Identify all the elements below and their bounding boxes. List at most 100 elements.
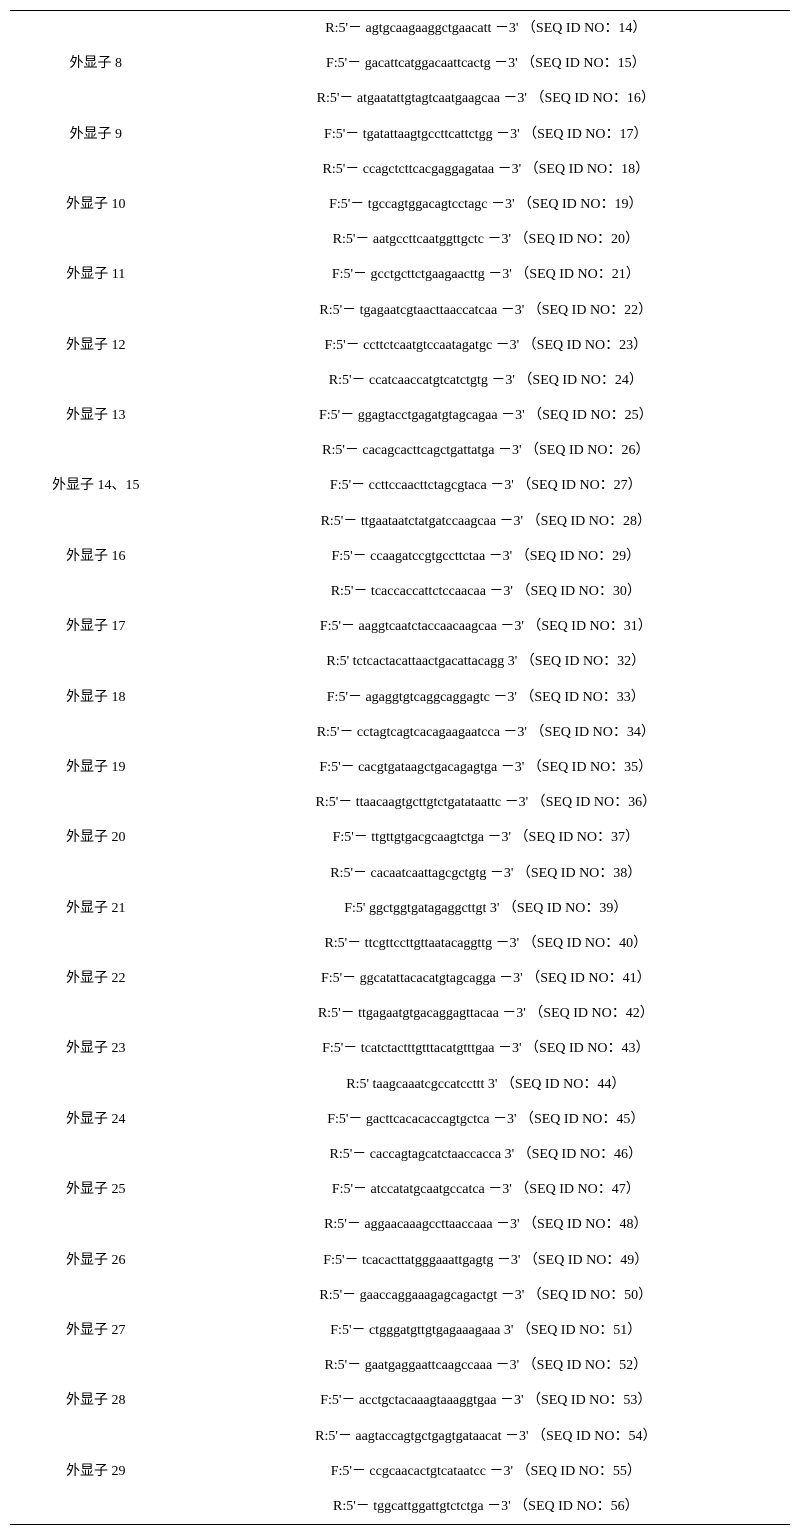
- table-row: 外显子 17F:5'－ aaggtcaatctaccaacaagcaa －3' …: [10, 609, 790, 644]
- exon-label: 外显子 21: [10, 891, 182, 926]
- table-row: R:5'－ ttaacaagtgcttgtctgatataattc －3' （S…: [10, 785, 790, 820]
- exon-label: [10, 856, 182, 891]
- exon-label: [10, 11, 182, 47]
- exon-label: [10, 152, 182, 187]
- sequence-cell: F:5'－ agaggtgtcaggcaggagtc －3' （SEQ ID N…: [182, 680, 790, 715]
- sequence-cell: F:5'－ gcctgcttctgaagaacttg －3' （SEQ ID N…: [182, 257, 790, 292]
- exon-label: [10, 1348, 182, 1383]
- exon-label: [10, 996, 182, 1031]
- exon-label: [10, 504, 182, 539]
- exon-label: [10, 222, 182, 257]
- sequence-cell: R:5'－ cctagtcagtcacagaagaatcca －3' （SEQ …: [182, 715, 790, 750]
- table-row: 外显子 23F:5'－ tcatctactttgtttacatgtttgaa －…: [10, 1031, 790, 1066]
- table-row: R:5' taagcaaatcgccatccttt 3' （SEQ ID NO：…: [10, 1067, 790, 1102]
- sequence-cell: R:5'－ tgagaatcgtaacttaaccatcaa －3' （SEQ …: [182, 293, 790, 328]
- exon-label: [10, 1207, 182, 1242]
- exon-label: 外显子 29: [10, 1454, 182, 1489]
- table-row: 外显子 21F:5' ggctggtgatagaggcttgt 3' （SEQ …: [10, 891, 790, 926]
- table-row: R:5'－ gaaccaggaaagagcagactgt －3' （SEQ ID…: [10, 1278, 790, 1313]
- exon-label: 外显子 11: [10, 257, 182, 292]
- table-row: 外显子 27F:5'－ ctgggatgttgtgagaaagaaa 3' （S…: [10, 1313, 790, 1348]
- exon-label: [10, 926, 182, 961]
- sequence-cell: R:5'－ aagtaccagtgctgagtgataacat －3' （SEQ…: [182, 1419, 790, 1454]
- sequence-cell: R:5'－ ttgagaatgtgacaggagttacaa －3' （SEQ …: [182, 996, 790, 1031]
- sequence-cell: R:5'－ ccagctcttcacgaggagataa －3' （SEQ ID…: [182, 152, 790, 187]
- exon-label: [10, 1067, 182, 1102]
- exon-label: 外显子 19: [10, 750, 182, 785]
- table-row: 外显子 25F:5'－ atccatatgcaatgccatca －3' （SE…: [10, 1172, 790, 1207]
- exon-label: 外显子 22: [10, 961, 182, 996]
- exon-label: [10, 574, 182, 609]
- sequence-cell: R:5'－ ttgaataatctatgatccaagcaa －3' （SEQ …: [182, 504, 790, 539]
- exon-label: 外显子 25: [10, 1172, 182, 1207]
- sequence-cell: F:5'－ ccaagatccgtgccttctaa －3' （SEQ ID N…: [182, 539, 790, 574]
- exon-label: 外显子 10: [10, 187, 182, 222]
- sequence-cell: R:5'－ cacaatcaattagcgctgtg －3' （SEQ ID N…: [182, 856, 790, 891]
- table-row: 外显子 13F:5'－ ggagtacctgagatgtagcagaa －3' …: [10, 398, 790, 433]
- sequence-cell: F:5'－ ttgttgtgacgcaagtctga －3' （SEQ ID N…: [182, 820, 790, 855]
- table-row: 外显子 9F:5'－ tgatattaagtgccttcattctgg －3' …: [10, 117, 790, 152]
- primer-table: R:5'－ agtgcaagaaggctgaacatt －3' （SEQ ID …: [10, 10, 790, 1525]
- table-row: R:5'－ agtgcaagaaggctgaacatt －3' （SEQ ID …: [10, 11, 790, 47]
- table-row: R:5'－ aagtaccagtgctgagtgataacat －3' （SEQ…: [10, 1419, 790, 1454]
- sequence-cell: F:5'－ ggagtacctgagatgtagcagaa －3' （SEQ I…: [182, 398, 790, 433]
- table-row: R:5'－ atgaatattgtagtcaatgaagcaa －3' （SEQ…: [10, 81, 790, 116]
- sequence-cell: F:5'－ tcacacttatgggaaattgagtg －3' （SEQ I…: [182, 1243, 790, 1278]
- table-row: 外显子 8F:5'－ gacattcatggacaattcactg －3' （S…: [10, 46, 790, 81]
- sequence-cell: F:5'－ ccttccaacttctagcgtaca －3' （SEQ ID …: [182, 468, 790, 503]
- table-row: R:5'－ aggaacaaagccttaaccaaa －3' （SEQ ID …: [10, 1207, 790, 1242]
- exon-label: 外显子 27: [10, 1313, 182, 1348]
- sequence-cell: R:5'－ ttaacaagtgcttgtctgatataattc －3' （S…: [182, 785, 790, 820]
- table-row: R:5'－ cctagtcagtcacagaagaatcca －3' （SEQ …: [10, 715, 790, 750]
- exon-label: [10, 644, 182, 679]
- table-row: R:5'－ ccatcaaccatgtcatctgtg －3' （SEQ ID …: [10, 363, 790, 398]
- exon-label: 外显子 14、15: [10, 468, 182, 503]
- exon-label: [10, 81, 182, 116]
- table-row: 外显子 16F:5'－ ccaagatccgtgccttctaa －3' （SE…: [10, 539, 790, 574]
- table-row: R:5'－ gaatgaggaattcaagccaaa －3' （SEQ ID …: [10, 1348, 790, 1383]
- table-row: R:5'－ tgagaatcgtaacttaaccatcaa －3' （SEQ …: [10, 293, 790, 328]
- table-row: 外显子 28F:5'－ acctgctacaaagtaaaggtgaa －3' …: [10, 1383, 790, 1418]
- sequence-cell: R:5'－ gaatgaggaattcaagccaaa －3' （SEQ ID …: [182, 1348, 790, 1383]
- sequence-cell: R:5'－ atgaatattgtagtcaatgaagcaa －3' （SEQ…: [182, 81, 790, 116]
- sequence-cell: F:5'－ ccttctcaatgtccaatagatgc －3' （SEQ I…: [182, 328, 790, 363]
- table-row: 外显子 19F:5'－ cacgtgataagctgacagagtga －3' …: [10, 750, 790, 785]
- sequence-cell: R:5'－ cacagcacttcagctgattatga －3' （SEQ I…: [182, 433, 790, 468]
- table-row: R:5'－ ttgaataatctatgatccaagcaa －3' （SEQ …: [10, 504, 790, 539]
- sequence-cell: R:5'－ ttcgttccttgttaatacaggttg －3' （SEQ …: [182, 926, 790, 961]
- sequence-cell: R:5'－ tcaccaccattctccaacaa －3' （SEQ ID N…: [182, 574, 790, 609]
- table-row: 外显子 14、15F:5'－ ccttccaacttctagcgtaca －3'…: [10, 468, 790, 503]
- exon-label: 外显子 28: [10, 1383, 182, 1418]
- table-row: 外显子 11F:5'－ gcctgcttctgaagaacttg －3' （SE…: [10, 257, 790, 292]
- exon-label: [10, 785, 182, 820]
- table-row: 外显子 29F:5'－ ccgcaacactgtcataatcc －3' （SE…: [10, 1454, 790, 1489]
- table-row: R:5'－ tggcattggattgtctctga －3' （SEQ ID N…: [10, 1489, 790, 1525]
- exon-label: 外显子 12: [10, 328, 182, 363]
- sequence-cell: R:5'－ aggaacaaagccttaaccaaa －3' （SEQ ID …: [182, 1207, 790, 1242]
- exon-label: 外显子 16: [10, 539, 182, 574]
- sequence-cell: F:5'－ ccgcaacactgtcataatcc －3' （SEQ ID N…: [182, 1454, 790, 1489]
- exon-label: [10, 1489, 182, 1525]
- sequence-cell: R:5'－ caccagtagcatctaaccacca 3' （SEQ ID …: [182, 1137, 790, 1172]
- sequence-cell: R:5'－ tggcattggattgtctctga －3' （SEQ ID N…: [182, 1489, 790, 1525]
- sequence-cell: F:5'－ cacgtgataagctgacagagtga －3' （SEQ I…: [182, 750, 790, 785]
- exon-label: 外显子 20: [10, 820, 182, 855]
- sequence-cell: F:5'－ ctgggatgttgtgagaaagaaa 3' （SEQ ID …: [182, 1313, 790, 1348]
- sequence-cell: F:5' ggctggtgatagaggcttgt 3' （SEQ ID NO：…: [182, 891, 790, 926]
- exon-label: 外显子 17: [10, 609, 182, 644]
- sequence-cell: F:5'－ gacttcacacaccagtgctca －3' （SEQ ID …: [182, 1102, 790, 1137]
- sequence-cell: F:5'－ ggcatattacacatgtagcagga －3' （SEQ I…: [182, 961, 790, 996]
- table-row: 外显子 24F:5'－ gacttcacacaccagtgctca －3' （S…: [10, 1102, 790, 1137]
- exon-label: 外显子 8: [10, 46, 182, 81]
- sequence-cell: R:5'－ aatgccttcaatggttgctc －3' （SEQ ID N…: [182, 222, 790, 257]
- sequence-cell: F:5'－ atccatatgcaatgccatca －3' （SEQ ID N…: [182, 1172, 790, 1207]
- exon-label: [10, 1419, 182, 1454]
- sequence-cell: F:5'－ tgatattaagtgccttcattctgg －3' （SEQ …: [182, 117, 790, 152]
- table-row: R:5'－ tcaccaccattctccaacaa －3' （SEQ ID N…: [10, 574, 790, 609]
- table-row: 外显子 10F:5'－ tgccagtggacagtcctagc －3' （SE…: [10, 187, 790, 222]
- sequence-cell: R:5' tctcactacattaactgacattacagg 3' （SEQ…: [182, 644, 790, 679]
- table-row: 外显子 20F:5'－ ttgttgtgacgcaagtctga －3' （SE…: [10, 820, 790, 855]
- sequence-cell: R:5'－ gaaccaggaaagagcagactgt －3' （SEQ ID…: [182, 1278, 790, 1313]
- exon-label: 外显子 26: [10, 1243, 182, 1278]
- sequence-cell: F:5'－ tgccagtggacagtcctagc －3' （SEQ ID N…: [182, 187, 790, 222]
